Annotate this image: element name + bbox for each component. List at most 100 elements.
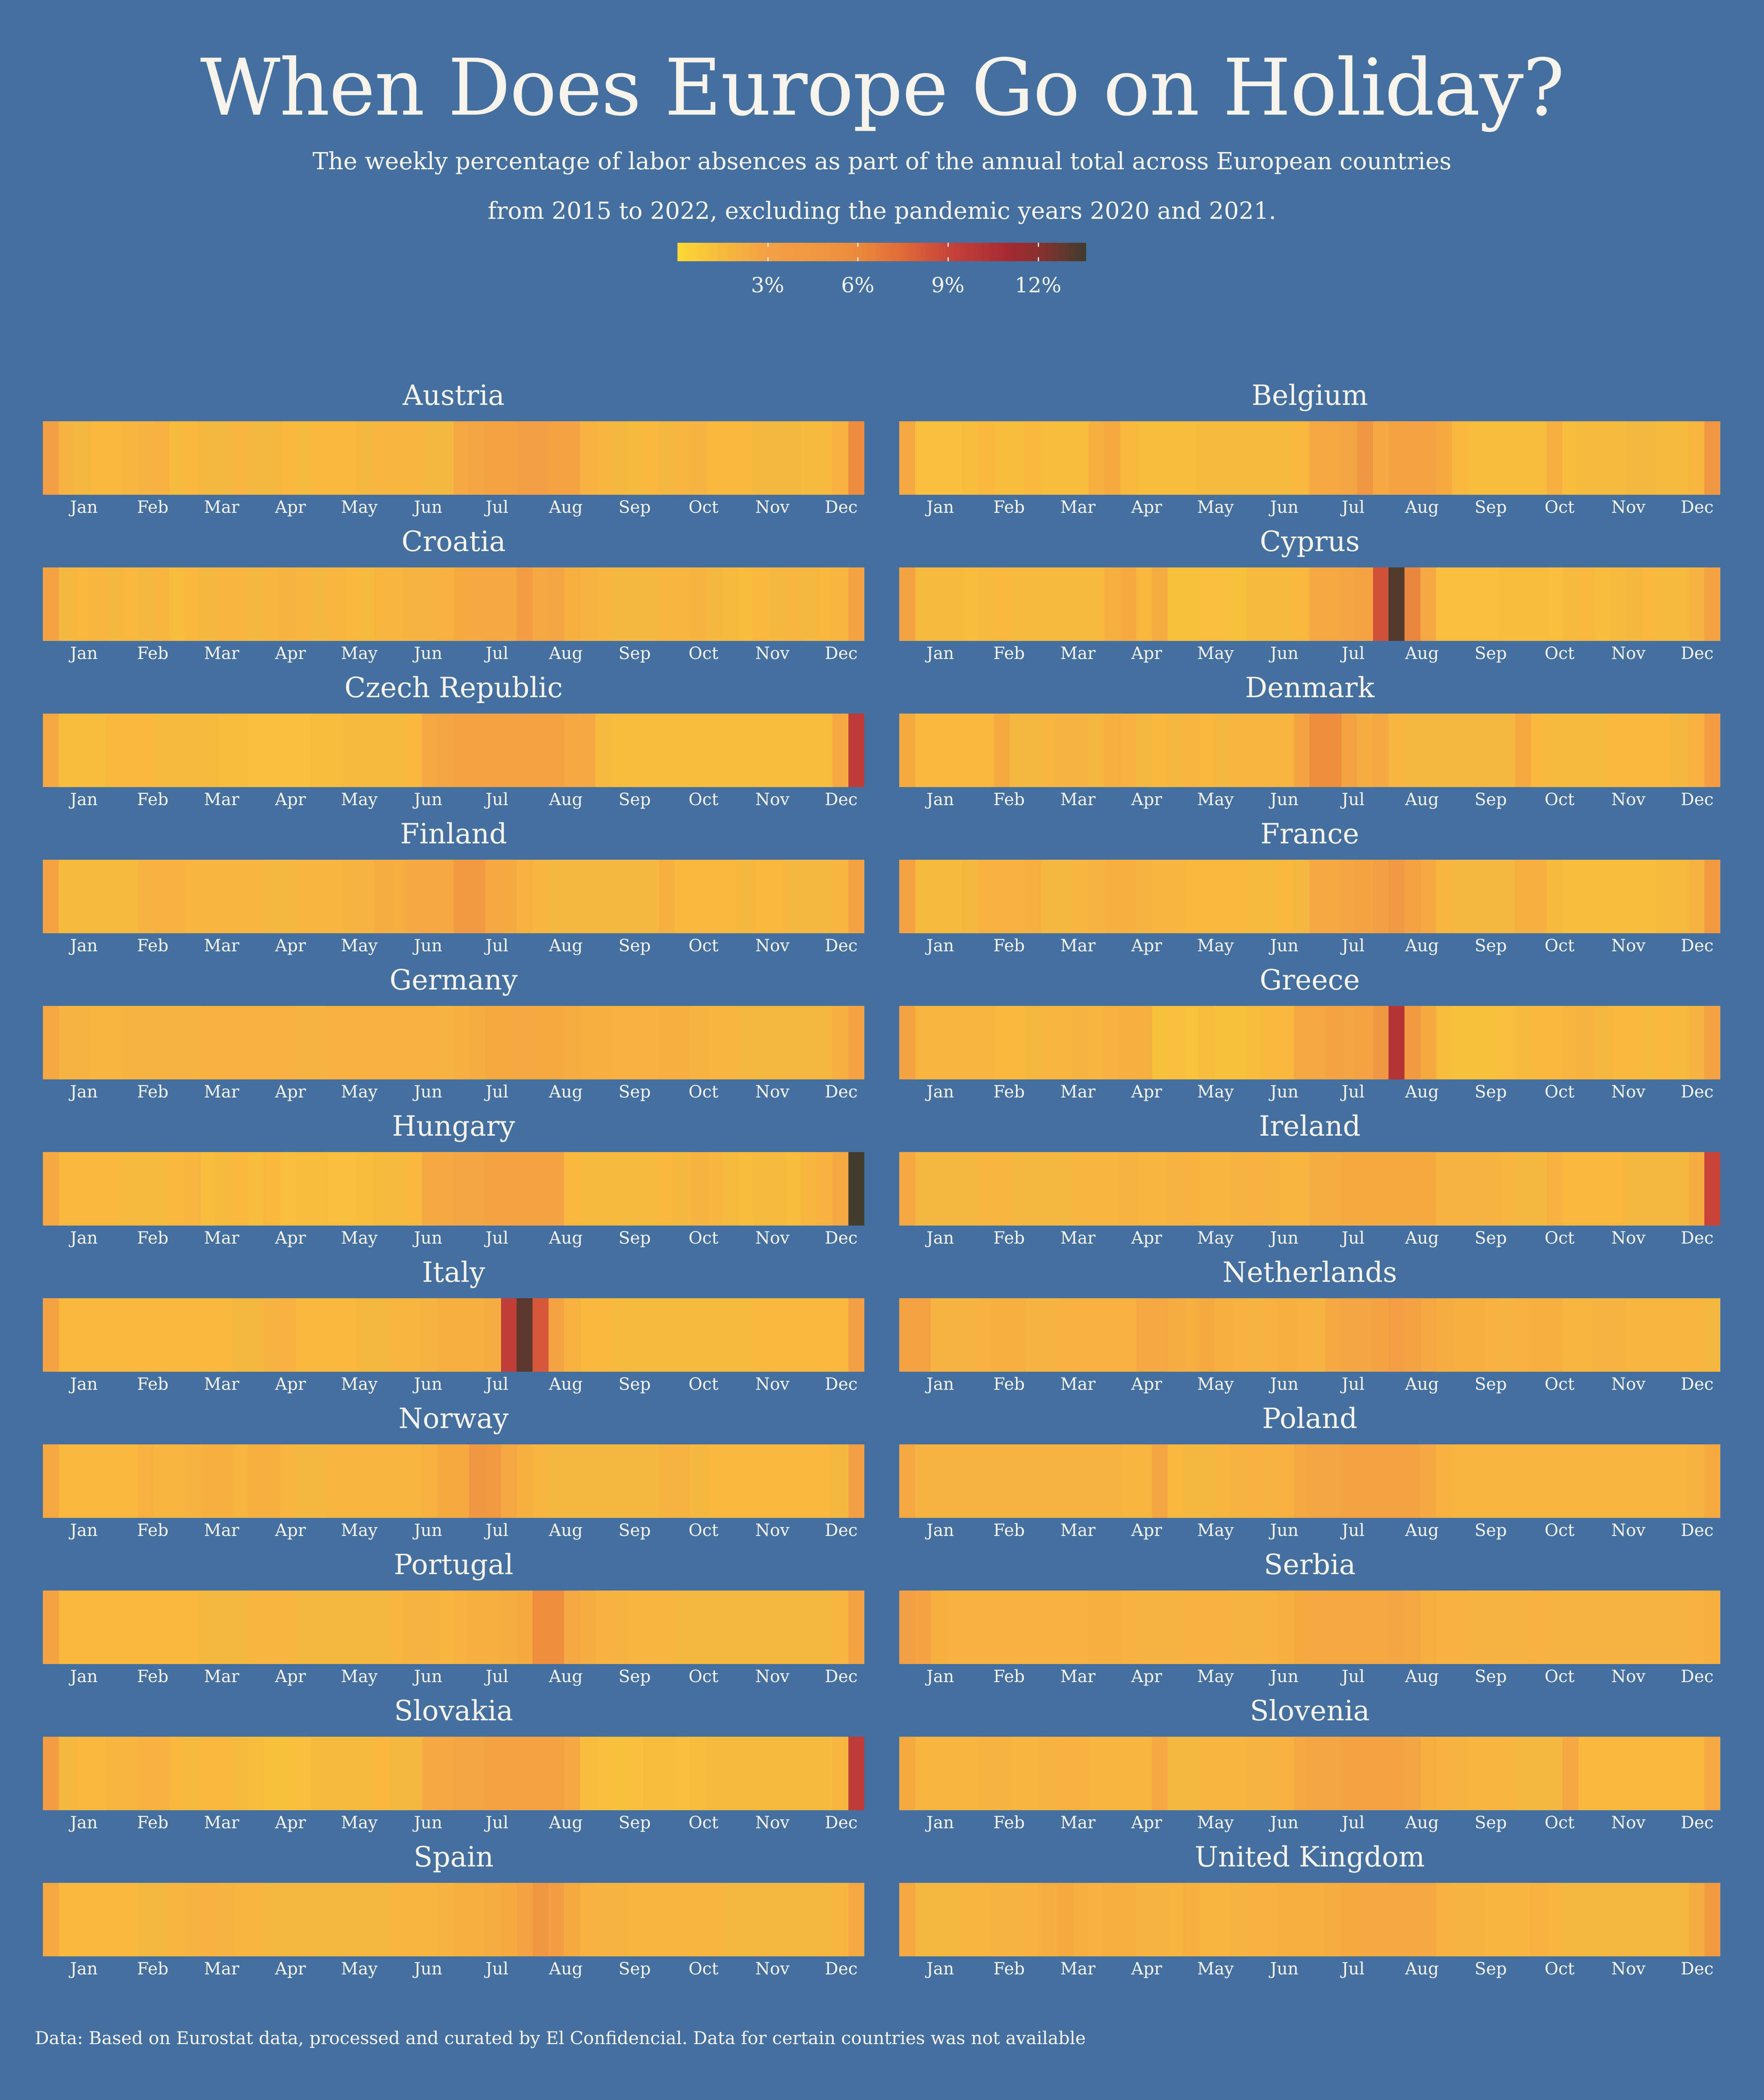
week-cell: [1010, 1298, 1026, 1372]
week-cell: [706, 421, 722, 495]
month-label: Dec: [824, 790, 858, 809]
week-cell: [1089, 1006, 1105, 1079]
week-cell: [1530, 714, 1547, 787]
week-cell: [1578, 860, 1594, 933]
month-label: Sep: [618, 644, 651, 663]
month-label: Jun: [414, 498, 443, 517]
week-cell: [1152, 1883, 1168, 1956]
month-label: Feb: [993, 1667, 1025, 1686]
week-cell: [153, 1883, 169, 1956]
week-cell: [1136, 1298, 1152, 1372]
week-cell: [1262, 1591, 1278, 1664]
month-label: Jan: [70, 644, 98, 663]
week-cell: [137, 1883, 154, 1956]
week-cell: [1183, 421, 1200, 495]
month-label: May: [1197, 1228, 1234, 1248]
week-cell: [74, 1006, 90, 1079]
month-label: May: [341, 644, 378, 663]
week-cell: [1341, 1591, 1357, 1664]
month-label: Jul: [1341, 1375, 1365, 1394]
month-label: Feb: [993, 1082, 1025, 1102]
month-label: Dec: [1680, 1521, 1714, 1540]
week-cell: [517, 567, 533, 641]
week-cell: [1467, 1737, 1483, 1810]
week-cell: [1594, 1006, 1610, 1079]
week-cell: [374, 1737, 391, 1810]
week-cell: [962, 1591, 978, 1664]
week-cell: [1326, 1883, 1341, 1956]
month-label: Mar: [204, 644, 239, 663]
week-cell: [915, 1737, 931, 1810]
week-cell: [58, 860, 75, 933]
month-label: Jul: [485, 1813, 509, 1832]
week-cell: [978, 1883, 994, 1956]
week-cell: [1089, 1298, 1105, 1372]
month-label: Mar: [1060, 790, 1096, 809]
week-cell: [675, 1444, 690, 1518]
week-cell: [738, 1883, 754, 1956]
week-cell: [438, 1591, 454, 1664]
week-cell: [90, 421, 106, 495]
week-cell: [327, 421, 343, 495]
week-cell: [359, 1298, 375, 1372]
week-cell: [962, 1444, 978, 1518]
week-cell: [1168, 567, 1184, 641]
week-cell: [1183, 1444, 1200, 1518]
week-cell: [1688, 1591, 1705, 1664]
week-cell: [915, 1883, 931, 1956]
month-label: Oct: [1544, 1813, 1575, 1832]
week-cell: [280, 860, 296, 933]
week-cell: [517, 860, 533, 933]
week-cell: [422, 860, 438, 933]
week-cell: [738, 1737, 754, 1810]
week-cell: [816, 421, 833, 495]
week-cell: [517, 1883, 533, 1956]
week-cell: [1420, 567, 1436, 641]
week-cell: [931, 1444, 947, 1518]
month-label: Dec: [1680, 1375, 1714, 1394]
week-cell: [1404, 1152, 1420, 1226]
week-cell: [1073, 421, 1089, 495]
week-cell: [1562, 567, 1578, 641]
week-cell: [106, 1298, 122, 1372]
week-cell: [1231, 1591, 1247, 1664]
week-cell: [1373, 1152, 1389, 1226]
week-cell: [643, 1006, 659, 1079]
week-cell: [848, 1152, 864, 1226]
week-cell: [1136, 1444, 1152, 1518]
month-label: Oct: [1544, 1375, 1575, 1394]
week-cell: [295, 1298, 312, 1372]
week-cell: [90, 714, 106, 787]
week-cell: [469, 1444, 486, 1518]
week-cell: [453, 1298, 470, 1372]
week-cell: [1041, 1298, 1057, 1372]
week-cell: [931, 567, 947, 641]
week-cell: [962, 1298, 978, 1372]
month-label: Dec: [1680, 790, 1714, 809]
week-cell: [785, 567, 801, 641]
week-cell: [1641, 1883, 1657, 1956]
week-cell: [280, 567, 296, 641]
week-cell: [816, 1298, 833, 1372]
month-label: Dec: [1680, 1228, 1714, 1248]
week-cell: [106, 1883, 122, 1956]
week-cell: [390, 567, 407, 641]
week-cell: [722, 1006, 738, 1079]
week-cell: [832, 1152, 849, 1226]
week-cell: [1073, 567, 1089, 641]
week-cell: [1310, 421, 1326, 495]
week-cell: [1136, 1883, 1152, 1956]
week-cell: [1704, 1883, 1720, 1956]
week-cell: [232, 860, 248, 933]
week-cell: [753, 1737, 770, 1810]
month-label: Jan: [926, 790, 954, 809]
week-cell: [1057, 714, 1073, 787]
week-cell: [1278, 1298, 1294, 1372]
week-cell: [1609, 1298, 1626, 1372]
week-cell: [1373, 1444, 1389, 1518]
week-cell: [438, 714, 454, 787]
week-cell: [946, 1006, 963, 1079]
month-label: Nov: [755, 936, 790, 956]
week-cell: [232, 1883, 248, 1956]
week-cell: [153, 714, 169, 787]
